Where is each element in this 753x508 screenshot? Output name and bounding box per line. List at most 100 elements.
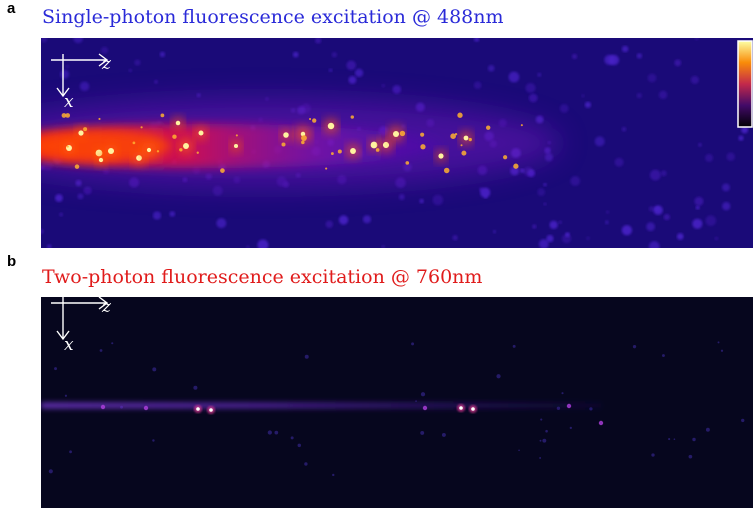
particle-core — [327, 122, 335, 130]
panel-b-beam — [41, 403, 601, 408]
particle-small — [420, 144, 426, 150]
background-particle — [648, 241, 660, 248]
background-particle — [41, 228, 44, 235]
background-particle — [432, 194, 444, 206]
background-particle — [154, 79, 158, 84]
panel-a-axes-icon — [51, 53, 109, 98]
particle-small — [309, 118, 312, 121]
background-particle — [690, 75, 699, 84]
particle-small — [598, 420, 604, 426]
background-particle — [605, 210, 610, 214]
particle-small — [235, 134, 238, 137]
background-particle — [722, 202, 731, 211]
background-particle — [216, 218, 227, 229]
background-particle — [543, 182, 547, 187]
particle-small — [461, 150, 467, 156]
background-particle — [741, 418, 745, 423]
particle-small — [100, 404, 106, 410]
background-particle — [694, 196, 704, 206]
background-particle — [69, 450, 72, 454]
background-particle — [692, 218, 703, 229]
background-particle — [134, 59, 141, 66]
particle-core — [463, 135, 469, 141]
background-particle — [492, 230, 497, 234]
particle-core — [198, 130, 204, 136]
particle-core — [471, 407, 475, 411]
background-particle — [46, 244, 52, 248]
panel-a-axis-z-label: z — [102, 54, 111, 74]
background-particle — [658, 90, 668, 100]
background-particle — [621, 45, 629, 53]
particle-core — [98, 157, 104, 163]
background-particle — [569, 426, 572, 430]
background-particle — [589, 407, 593, 411]
panel-b-bright-particles — [100, 403, 604, 426]
background-particle — [246, 245, 250, 248]
panel-a-title: Single-photon fluorescence excitation @ … — [42, 6, 504, 28]
particle-small — [454, 132, 458, 136]
background-particle — [559, 103, 569, 113]
background-particle — [621, 126, 627, 132]
background-particle — [152, 211, 162, 220]
background-particle — [545, 429, 548, 433]
particle-small — [132, 141, 136, 145]
background-particle — [452, 234, 458, 241]
background-particle — [128, 68, 133, 73]
background-particle — [99, 349, 103, 352]
background-particle — [537, 188, 546, 196]
background-particle — [662, 354, 665, 357]
background-particle — [169, 211, 176, 217]
background-particle — [479, 187, 484, 192]
particle-core — [66, 145, 72, 151]
particle-small — [61, 113, 67, 118]
background-particle — [668, 437, 671, 441]
background-particle — [673, 438, 676, 441]
particle-core — [350, 148, 356, 154]
background-particle — [518, 449, 520, 452]
background-particle — [354, 68, 364, 78]
background-particle — [274, 430, 279, 435]
panel-a-fluorescence-image — [41, 38, 753, 248]
background-particle — [473, 38, 480, 42]
background-particle — [415, 400, 417, 402]
background-particle — [212, 185, 223, 196]
panel-b-axes-icon — [51, 297, 109, 341]
background-particle — [525, 82, 536, 94]
background-particle — [705, 153, 714, 162]
background-particle — [510, 166, 519, 176]
particle-small — [513, 163, 519, 169]
background-particle — [608, 54, 620, 66]
particle-small — [301, 140, 305, 145]
particle-small — [337, 149, 342, 154]
background-particle — [705, 427, 710, 432]
background-particle — [663, 213, 670, 221]
background-particle — [304, 354, 309, 359]
particle-small — [196, 151, 199, 154]
particle-small — [503, 155, 508, 160]
background-particle — [538, 239, 549, 248]
particle-small — [83, 127, 88, 132]
particle-small — [172, 134, 177, 139]
background-particle — [676, 233, 684, 240]
particle-core — [392, 130, 400, 138]
particle-core — [438, 153, 444, 159]
background-particle — [346, 60, 357, 71]
particle-small — [350, 115, 354, 119]
particle-small — [422, 405, 428, 411]
background-particle — [720, 349, 724, 352]
background-particle — [632, 345, 637, 349]
background-particle — [381, 244, 386, 248]
background-particle — [267, 430, 272, 435]
panel-a-image: z x — [41, 38, 753, 248]
background-particle — [193, 385, 198, 390]
background-particle — [561, 392, 564, 395]
colorbar — [737, 40, 753, 128]
background-particle — [152, 439, 155, 442]
background-particle — [496, 374, 501, 379]
background-particle — [621, 225, 633, 236]
particle-small — [375, 148, 380, 152]
background-particle — [348, 75, 357, 84]
background-particle — [152, 367, 157, 372]
particle-core — [283, 132, 289, 138]
particle-core — [136, 155, 142, 161]
